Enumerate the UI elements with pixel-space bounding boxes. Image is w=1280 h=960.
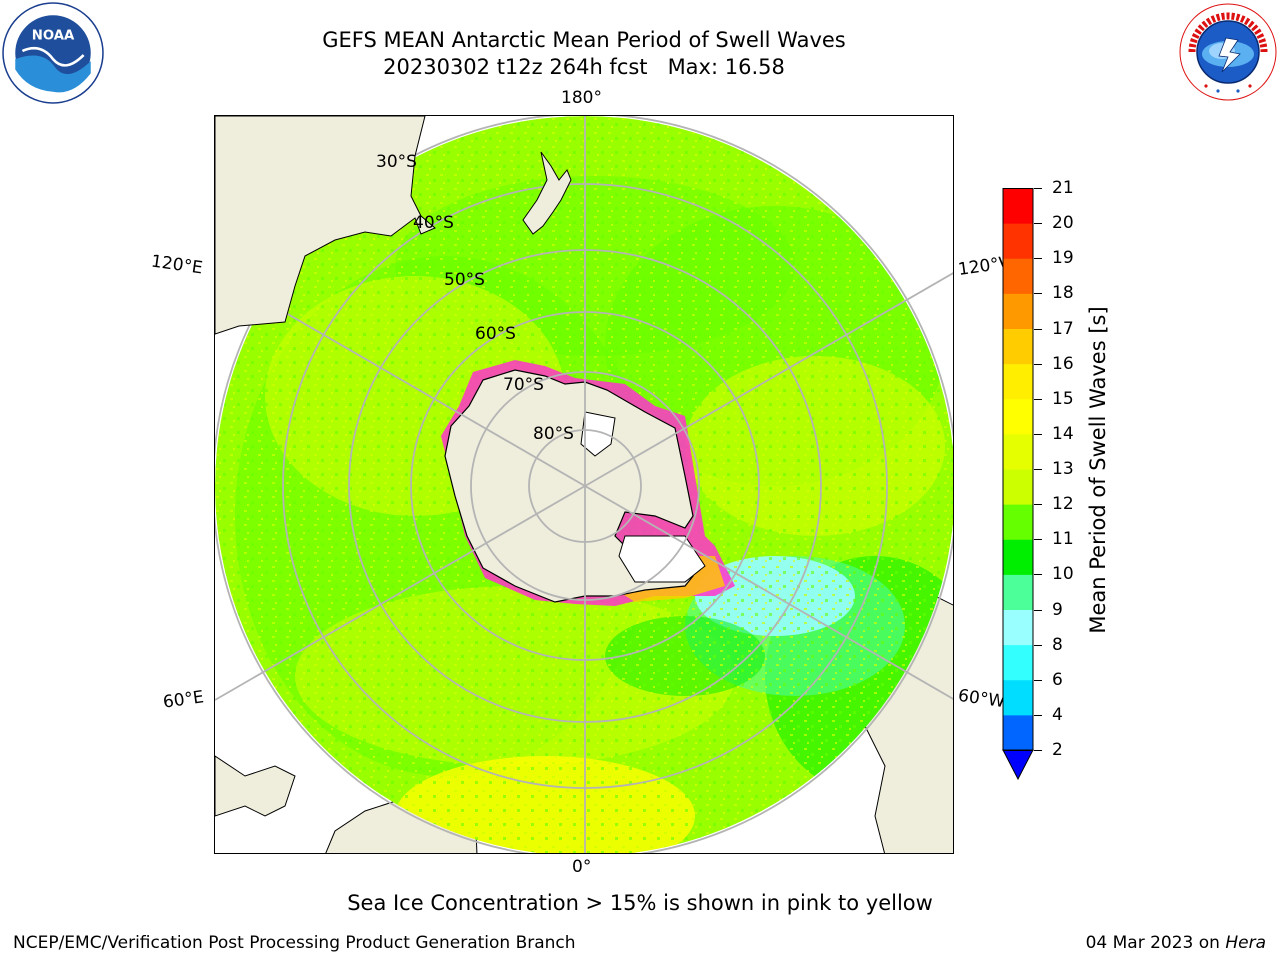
polar-map xyxy=(215,116,953,853)
lat-label-80s: 80°S xyxy=(533,424,574,444)
colorbar-bin xyxy=(1003,609,1033,646)
colorbar-tick-mark xyxy=(1034,328,1042,330)
colorbar xyxy=(1002,188,1034,780)
colorbar-bin xyxy=(1003,714,1033,751)
colorbar-tick-label: 21 xyxy=(1052,178,1074,198)
colorbar-bin xyxy=(1003,504,1033,540)
colorbar-bin xyxy=(1003,574,1033,610)
colorbar-tick-mark xyxy=(1034,258,1042,260)
colorbar-bin xyxy=(1003,539,1033,575)
colorbar-bin xyxy=(1003,644,1033,681)
colorbar-tick-mark xyxy=(1034,574,1042,576)
colorbar-tick-label: 17 xyxy=(1052,318,1074,339)
antarctica xyxy=(444,369,706,603)
lat-label-40s: 40°S xyxy=(413,213,454,233)
colorbar-bin xyxy=(1003,679,1033,716)
lat-label-50s: 50°S xyxy=(444,270,485,290)
new-zealand xyxy=(522,151,572,235)
colorbar-tick-mark xyxy=(1034,679,1042,681)
footer-date-text: 04 Mar 2023 on xyxy=(1085,933,1220,953)
graticule xyxy=(215,116,953,853)
colorbar-tick-label: 6 xyxy=(1052,669,1063,690)
colorbar-tick-mark xyxy=(1034,188,1042,189)
colorbar-tick-mark xyxy=(1034,714,1042,716)
colorbar-extend-min xyxy=(1002,749,1034,780)
colorbar-tick-label: 4 xyxy=(1052,704,1063,725)
map-frame xyxy=(214,115,954,854)
noaa-logo-icon: NOAA xyxy=(2,2,104,104)
colorbar-tick-label: 12 xyxy=(1052,494,1074,515)
colorbar-tick-label: 19 xyxy=(1052,248,1074,269)
colorbar-tick-label: 18 xyxy=(1052,283,1074,304)
lon-label-120e: 120°E xyxy=(149,251,204,279)
colorbar-tick-label: 16 xyxy=(1052,353,1074,374)
colorbar-tick-mark xyxy=(1034,504,1042,506)
colorbar-tick-mark xyxy=(1034,750,1042,751)
footer-credit: NCEP/EMC/Verification Post Processing Pr… xyxy=(13,933,576,953)
lon-label-60w: 60°W xyxy=(956,685,1007,713)
footer-machine: Hera xyxy=(1225,933,1266,953)
colorbar-tick-label: 10 xyxy=(1052,564,1074,585)
colorbar-tick-mark xyxy=(1034,223,1042,225)
colorbar-tick-label: 8 xyxy=(1052,634,1063,655)
lat-label-60s: 60°S xyxy=(475,324,516,344)
colorbar-tick-mark xyxy=(1034,609,1042,611)
noaa-logo-text: NOAA xyxy=(32,29,75,44)
colorbar-frame xyxy=(1002,188,1034,751)
colorbar-bin xyxy=(1003,469,1033,505)
sea-ice-note: Sea Ice Concentration > 15% is shown in … xyxy=(347,891,933,915)
lon-label-180: 180° xyxy=(561,88,602,108)
footer-date: 04 Mar 2023 on Hera xyxy=(1086,933,1266,953)
chart-subtitle: 20230302 t12z 264h fcst Max: 16.58 xyxy=(383,55,785,79)
colorbar-tick-label: 2 xyxy=(1052,740,1063,760)
colorbar-label: Mean Period of Swell Waves [s] xyxy=(1086,306,1110,634)
colorbar-tick-label: 14 xyxy=(1052,423,1074,444)
colorbar-bin xyxy=(1003,398,1033,435)
colorbar-bin xyxy=(1003,363,1033,400)
colorbar-tick-label: 13 xyxy=(1052,459,1074,479)
colorbar-tick-label: 20 xyxy=(1052,213,1074,234)
colorbar-tick-mark xyxy=(1034,398,1042,400)
colorbar-tick-mark xyxy=(1034,644,1042,646)
colorbar-bin xyxy=(1003,328,1033,365)
colorbar-tick-mark xyxy=(1034,469,1042,470)
colorbar-tick-label: 15 xyxy=(1052,388,1074,409)
colorbar-bin xyxy=(1003,223,1033,259)
chart-title: GEFS MEAN Antarctic Mean Period of Swell… xyxy=(322,28,846,52)
lon-label-0: 0° xyxy=(572,857,592,877)
colorbar-tick-label: 11 xyxy=(1052,529,1074,550)
colorbar-tick-mark xyxy=(1034,293,1042,295)
colorbar-bin xyxy=(1003,258,1033,294)
lat-label-30s: 30°S xyxy=(376,152,417,172)
lat-label-70s: 70°S xyxy=(503,375,544,395)
colorbar-bin xyxy=(1003,188,1033,224)
colorbar-tick-label: 9 xyxy=(1052,599,1063,620)
colorbar-tick-mark xyxy=(1034,433,1042,435)
colorbar-tick-mark xyxy=(1034,363,1042,365)
nws-logo-icon xyxy=(1179,3,1277,101)
australia xyxy=(215,116,436,335)
colorbar-bin xyxy=(1003,433,1033,470)
lon-label-60e: 60°E xyxy=(161,687,206,713)
colorbar-bin xyxy=(1003,293,1033,329)
colorbar-tick-mark xyxy=(1034,539,1042,541)
